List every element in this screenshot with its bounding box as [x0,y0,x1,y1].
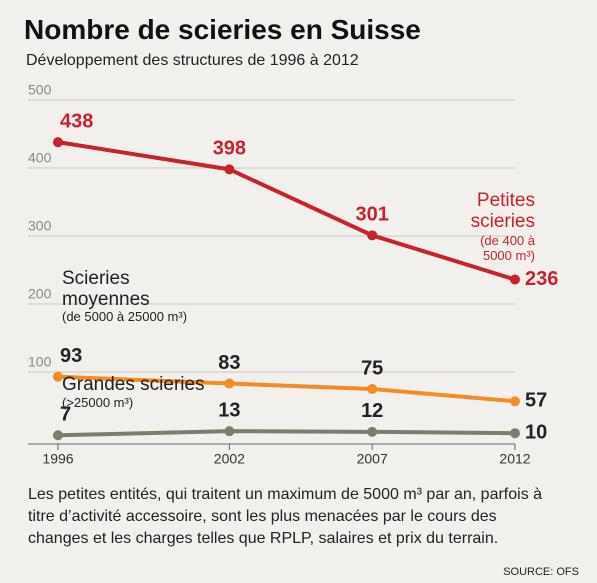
value-label: 83 [218,352,240,374]
point [510,274,520,285]
point [224,426,235,437]
point [367,426,378,437]
point [224,164,235,175]
point [53,371,63,382]
footnote: Les petites entités, qui traitent un max… [28,486,543,548]
value-label: 236 [525,268,558,290]
point [510,396,520,407]
y-tick-label: 400 [28,150,52,166]
series-name: Grandes scieries [62,374,205,395]
value-label: 93 [60,345,82,367]
x-tick-label: 2007 [357,451,388,467]
chart-title: Nombre de scieries en Suisse [24,14,421,45]
value-label: 10 [525,421,547,443]
point [53,137,63,148]
point [367,230,378,241]
point [367,384,378,394]
y-tick-label: 100 [28,354,52,370]
point [53,430,63,441]
y-tick-label: 500 [28,82,52,98]
series-line [57,429,516,438]
source: SOURCE: OFS [503,566,579,578]
value-label: 12 [361,400,383,422]
value-label: 13 [218,399,240,421]
point [510,428,520,439]
value-label: 398 [213,138,246,160]
x-tick-label: 1996 [42,451,73,467]
value-label: 301 [356,204,389,226]
series-name: Scieries moyennes [62,268,150,311]
y-tick-label: 300 [28,218,52,234]
series-line [57,374,516,404]
series-note: (>25000 m³) [62,395,134,410]
series-note: (de 5000 à 25000 m³) [62,309,188,324]
x-tick-label: 2012 [499,451,530,467]
value-label: 75 [361,357,383,379]
series-note: (de 400 à 5000 m³) [480,233,535,263]
y-tick-label: 200 [28,286,52,302]
value-label: 7 [60,404,71,426]
value-label: 438 [60,110,93,132]
point [224,378,235,389]
series-line [57,140,516,282]
value-label: 57 [525,390,547,412]
x-tick-label: 2002 [214,451,245,467]
chart-subtitle: Développement des structures de 1996 à 2… [26,52,359,69]
series-name: Petites scieries [470,190,535,233]
